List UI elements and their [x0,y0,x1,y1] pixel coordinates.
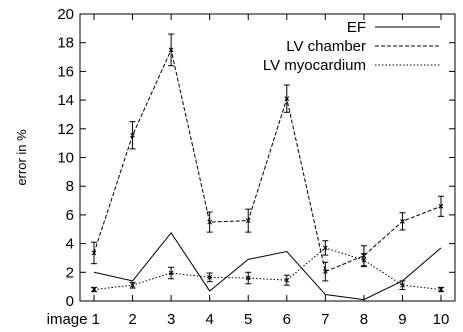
series-line [93,247,442,291]
data-point [168,47,174,53]
data-point [400,282,405,288]
y-tick-label: 0 [66,293,74,310]
data-point [400,219,405,224]
data-point [361,257,367,263]
series-lv-myocardium [91,240,444,293]
y-tick-label: 14 [57,92,74,109]
data-point [438,287,444,292]
series-line [93,231,442,301]
series-lv-chamber [91,33,444,282]
data-point [322,269,328,274]
x-tick-label: 4 [205,311,213,328]
y-tick-label: 4 [66,236,74,253]
x-tick-label: 7 [321,311,329,328]
x-tick-label: 5 [244,311,252,328]
x-tick-label: 2 [128,311,136,328]
data-point [245,218,251,223]
series-line [93,48,442,273]
legend: EF LV chamber LV myocardium [263,19,440,74]
data-point [284,96,290,102]
x-tick-label: 8 [360,311,368,328]
y-tick-label: 6 [66,207,74,224]
data-point [91,250,97,256]
data-point [245,275,251,281]
y-tick-label: 16 [57,63,74,80]
data-point [322,245,328,251]
data-point [130,132,135,138]
y-axis-ticks: 0 2 4 6 8 10 12 14 16 18 20 [57,6,455,310]
x-tick-label: 10 [433,311,450,328]
data-point [91,287,97,292]
series-ef [93,231,442,301]
x-tick-label: 6 [283,311,291,328]
x-tick-label: 9 [398,311,406,328]
data-point [207,219,213,225]
data-point [438,203,444,209]
legend-label: EF [347,19,366,36]
x-tick-label: 3 [167,311,175,328]
y-tick-label: 2 [66,264,74,281]
y-tick-label: 8 [66,178,74,195]
legend-label: LV chamber [286,38,366,55]
data-point [284,277,290,283]
x-axis-ticks: image 1 2 3 4 5 6 7 8 9 10 [47,14,450,328]
data-point [130,282,135,288]
series-layer [91,33,444,301]
plot-frame [79,13,456,302]
data-point [207,274,213,280]
y-tick-label: 12 [57,121,74,138]
legend-label: LV myocardium [263,57,366,74]
y-tick-label: 18 [57,35,74,52]
data-point [168,270,174,276]
y-tick-label: 20 [57,6,74,23]
x-tick-label: image 1 [47,311,100,328]
y-axis-title: error in % [14,129,29,186]
y-tick-label: 10 [57,150,74,167]
